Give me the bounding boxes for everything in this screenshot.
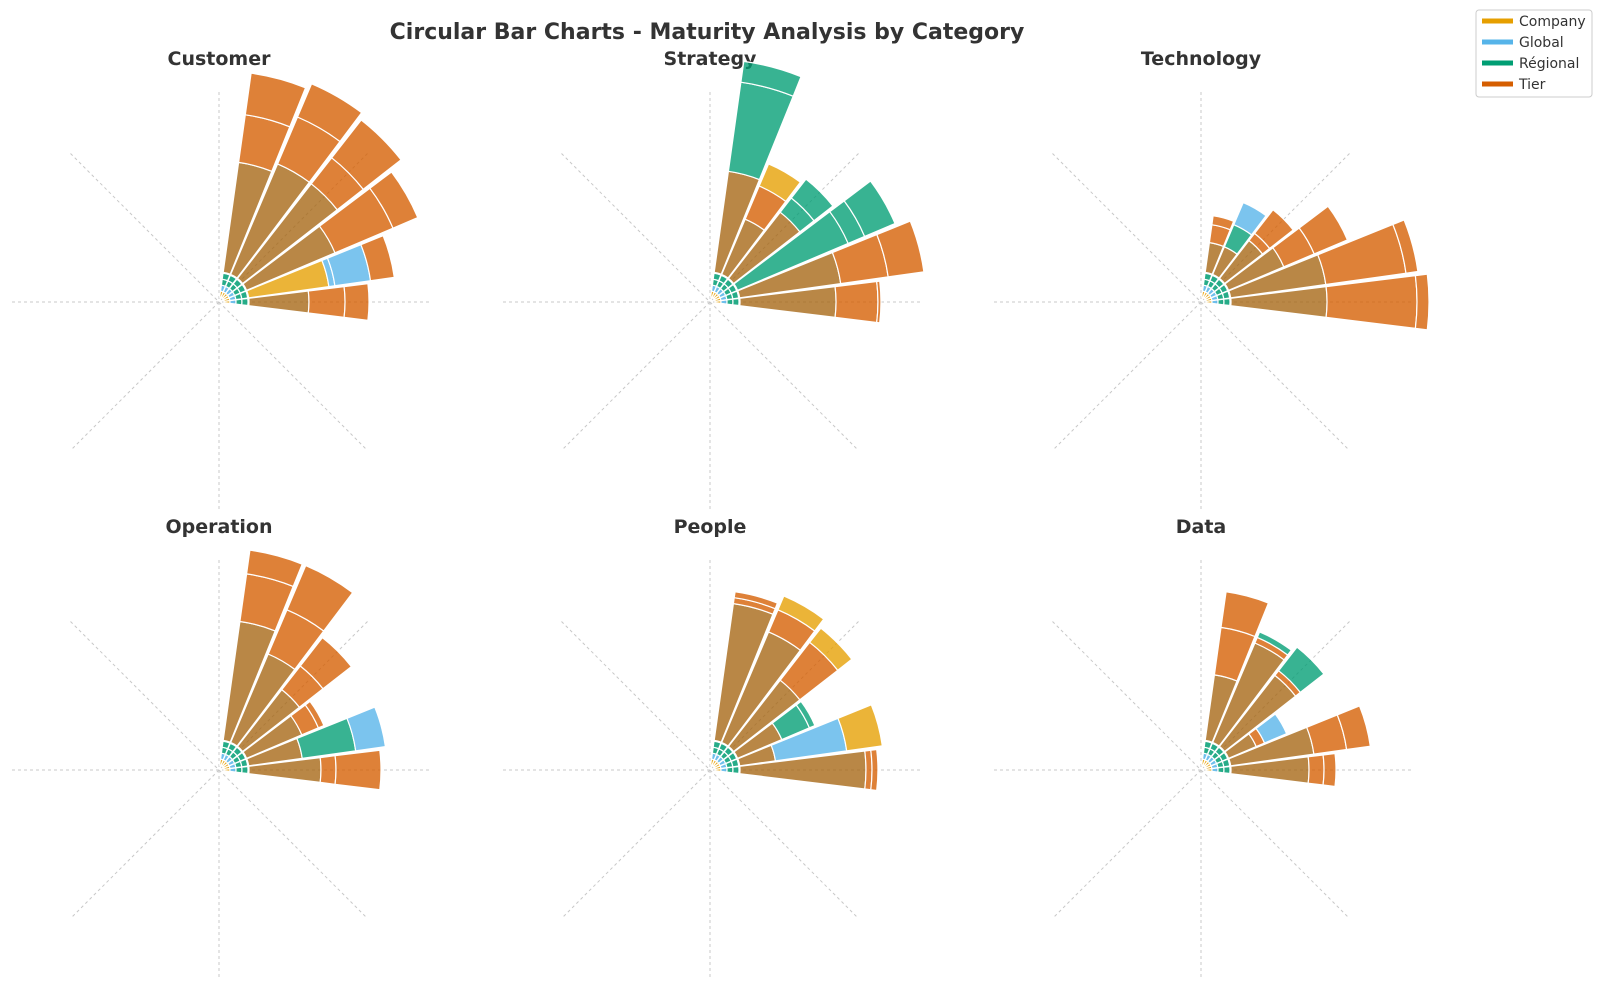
inner-ring-segment bbox=[1203, 272, 1213, 282]
bar-segment-tier bbox=[245, 549, 303, 588]
inner-ring-segment bbox=[1223, 765, 1231, 775]
guide-line bbox=[70, 153, 368, 451]
legend-label: Tier bbox=[1518, 77, 1546, 93]
panel-title: Customer bbox=[168, 48, 272, 70]
bar-segment-tier bbox=[876, 220, 925, 278]
inner-ring-segment bbox=[712, 740, 722, 750]
inner-ring-segment bbox=[1223, 297, 1231, 307]
panels: Customer Strategy Technology Operation Peopl… bbox=[9, 48, 1430, 980]
guide-line bbox=[1052, 621, 1350, 919]
guide-line bbox=[561, 153, 859, 451]
bar-segment-global bbox=[346, 706, 387, 752]
bar-segment-regional bbox=[843, 180, 896, 238]
legend-frame bbox=[1475, 9, 1593, 98]
bar-segment-global bbox=[1255, 713, 1288, 744]
inner-ring-segment bbox=[732, 765, 740, 775]
bar-segment-regional bbox=[790, 178, 834, 222]
bar-segment-tier bbox=[307, 285, 346, 319]
legend-label: Régional bbox=[1519, 56, 1579, 72]
panel-technology: Technology bbox=[991, 48, 1430, 512]
inner-ring-segment bbox=[1203, 740, 1213, 750]
inner-ring-segment bbox=[732, 297, 740, 307]
bar-segment-global bbox=[1233, 201, 1267, 236]
bar-segment-tier bbox=[296, 83, 363, 143]
bar-segment-regional bbox=[727, 81, 794, 181]
bar-segment-tier bbox=[330, 119, 402, 191]
legend-item-tier: Tier bbox=[1482, 77, 1546, 93]
panel-data: Data bbox=[991, 516, 1411, 980]
panel-strategy: Strategy bbox=[500, 48, 925, 512]
bar-segment-company bbox=[777, 595, 825, 632]
bar-segment-tier bbox=[1392, 219, 1419, 274]
bar-segment-tier bbox=[1220, 591, 1270, 638]
guide-line bbox=[561, 621, 859, 919]
bar-segment-regional bbox=[1256, 631, 1293, 656]
legend-item-company: Company bbox=[1482, 14, 1586, 30]
inner-ring-segment bbox=[221, 272, 231, 282]
inner-ring-segment bbox=[241, 297, 249, 307]
panel-title: People bbox=[674, 516, 747, 538]
legend-label: Global bbox=[1519, 35, 1564, 51]
bar-segment-tier bbox=[876, 280, 882, 324]
bar-segment-tier bbox=[334, 749, 382, 791]
bar-segment-regional bbox=[740, 60, 802, 97]
guide-line bbox=[70, 621, 368, 919]
bar-segment-tier bbox=[1336, 705, 1371, 751]
bar-segment-tier bbox=[1253, 208, 1295, 250]
bar-segment-tier bbox=[1325, 275, 1418, 329]
bar-segment-tier bbox=[299, 636, 353, 690]
bar-segment-tier bbox=[1322, 752, 1337, 788]
bar-segment-tier bbox=[369, 171, 419, 229]
bar-segment-tier bbox=[244, 72, 307, 128]
bar-segment-company bbox=[837, 704, 883, 752]
inner-ring-segment bbox=[712, 272, 722, 282]
inner-ring-segment bbox=[221, 740, 231, 750]
panel-title: Technology bbox=[1141, 48, 1262, 70]
panel-customer: Customer bbox=[9, 48, 429, 512]
bar-segment-tier bbox=[319, 755, 337, 785]
panel-people: People bbox=[500, 516, 920, 980]
bar-segment-tier bbox=[343, 283, 370, 321]
bar-segment-tier bbox=[360, 234, 395, 282]
panel-title: Strategy bbox=[664, 48, 758, 70]
bar-segment-tier bbox=[870, 748, 879, 792]
bar-segment-tier bbox=[1211, 215, 1235, 231]
panel-title: Data bbox=[1176, 516, 1227, 538]
bar-segment-tier bbox=[304, 700, 325, 729]
bar-segment-tier bbox=[1298, 205, 1349, 255]
bar-segment-tier bbox=[834, 280, 879, 324]
panel-operation: Operation bbox=[9, 516, 429, 980]
legend: Company Global Régional Tier bbox=[1475, 9, 1593, 98]
bar-segment-tier bbox=[733, 591, 779, 610]
bar-segment-regional bbox=[795, 700, 816, 729]
bar-segment-tier bbox=[1307, 754, 1325, 786]
chart-title: Circular Bar Charts - Maturity Analysis … bbox=[390, 20, 1025, 45]
inner-ring-segment bbox=[241, 765, 249, 775]
bar-segment-tier bbox=[286, 564, 354, 632]
bar-segment-company bbox=[808, 627, 853, 672]
panel-title: Operation bbox=[165, 516, 272, 538]
legend-item-regional: Régional bbox=[1482, 56, 1579, 72]
bar-segment-tier bbox=[1414, 273, 1430, 331]
bar-segment-regional bbox=[1277, 646, 1325, 694]
legend-label: Company bbox=[1519, 14, 1586, 30]
bar-segment-company bbox=[758, 163, 802, 203]
guide-line bbox=[1052, 153, 1350, 451]
legend-item-global: Global bbox=[1482, 35, 1564, 51]
